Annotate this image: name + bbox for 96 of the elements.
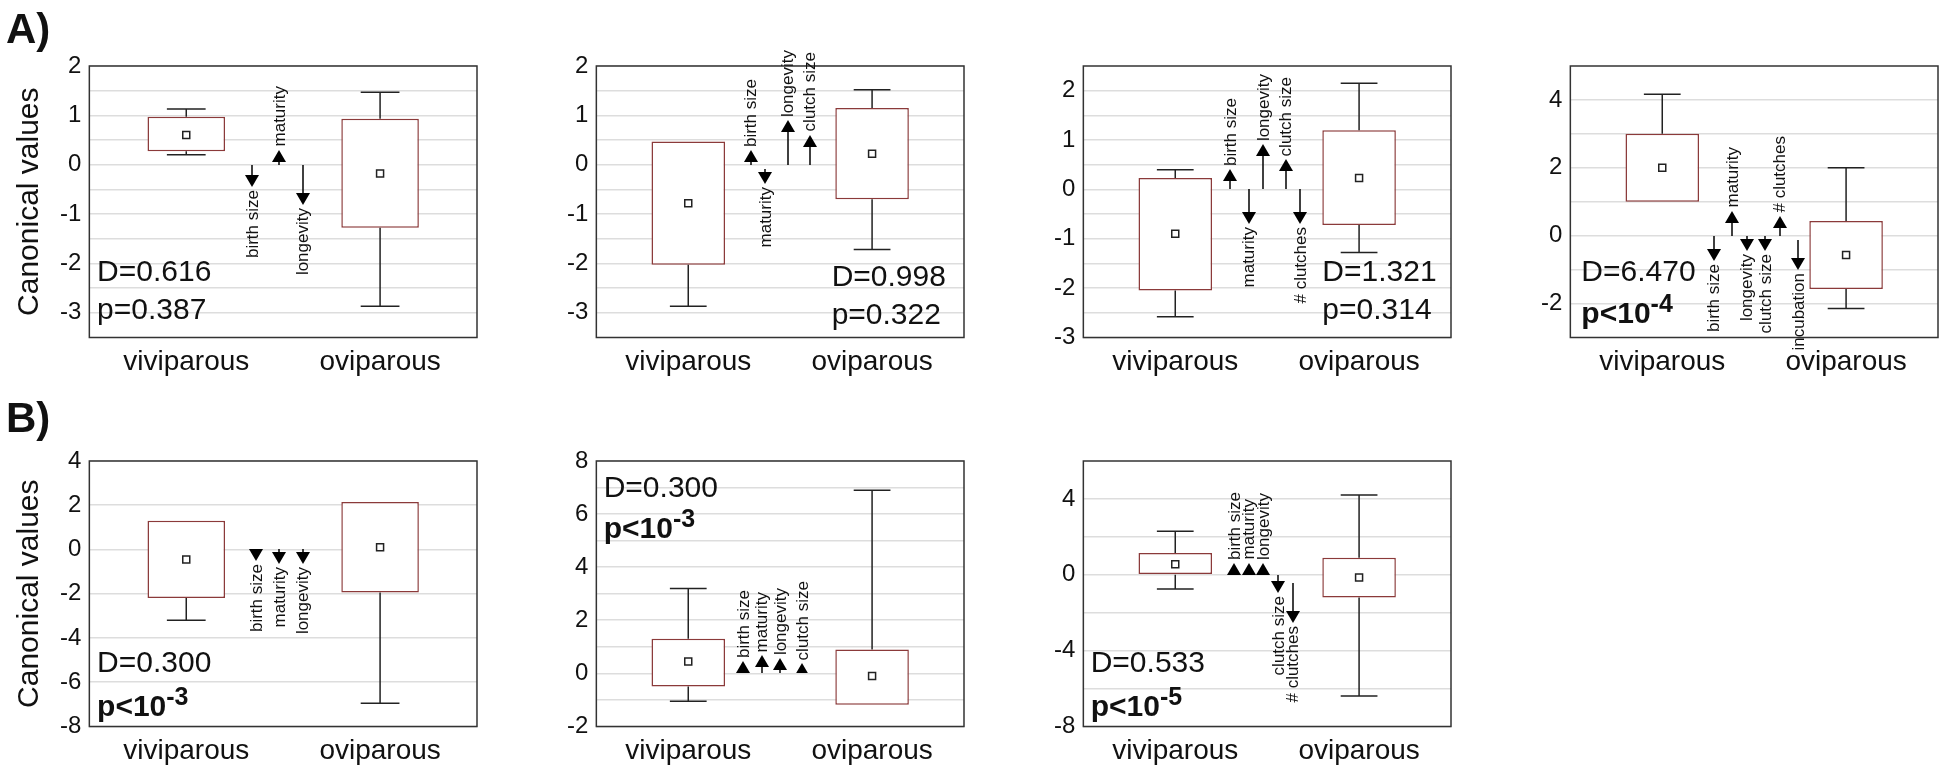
annotation: p<10$^{-5}$: [1090, 681, 1183, 722]
annotation: maturity: [755, 186, 775, 248]
y-tick-label: 0: [1548, 220, 1563, 248]
annotation: clutch size: [800, 52, 820, 132]
annotation: birth size: [242, 189, 262, 258]
text: B): [6, 394, 51, 441]
annotation: maturity: [269, 86, 289, 147]
annotation: p<10$^{-4}$: [1581, 289, 1673, 330]
y-tick-label: -4: [1054, 635, 1076, 663]
y-tick-label: 2: [67, 50, 82, 78]
x-tick-label: oviparous: [811, 733, 933, 765]
annotation: birth size: [1220, 98, 1240, 167]
annotation: maturity: [1722, 147, 1742, 208]
y-tick-label: 2: [574, 50, 589, 78]
x-tick-label: oviparous: [811, 344, 933, 376]
y-tick-label: -6: [60, 666, 82, 694]
annotation: clutch size: [1276, 76, 1296, 157]
x-tick-label: viviparous: [625, 344, 752, 376]
y-tick-label: 0: [67, 149, 82, 177]
y-tick-label: 4: [1548, 84, 1563, 112]
y-tick-label: -1: [1054, 223, 1076, 251]
annotation: p=0.322: [831, 297, 941, 331]
x-tick-label: viviparous: [1112, 733, 1239, 765]
x-tick-label: viviparous: [1112, 344, 1239, 376]
annotation: maturity: [1239, 227, 1259, 288]
annotation: D=6.470: [1581, 253, 1696, 287]
annotation: D=1.321: [1322, 253, 1437, 287]
annotation: p<10$^{-3}$: [97, 681, 189, 722]
y-tick-label: 2: [1061, 75, 1076, 103]
x-tick-label: oviparous: [1298, 733, 1420, 765]
annotation: birth size: [741, 78, 761, 147]
y-tick-label: 0: [574, 657, 589, 685]
annotation: longevity: [778, 49, 798, 117]
y-tick-label: -8: [1054, 711, 1076, 739]
y-tick-label: -3: [567, 297, 589, 325]
y-tick-label: -2: [567, 711, 589, 739]
annotation: maturity: [752, 591, 772, 653]
x-tick-label: oviparous: [319, 733, 441, 765]
y-tick-label: 1: [67, 99, 82, 127]
y-tick-label: -2: [1054, 272, 1076, 300]
y-tick-label: 2: [67, 489, 82, 517]
annotation: # clutches: [1283, 625, 1303, 703]
annotation: longevity: [293, 207, 313, 275]
x-tick-label: viviparous: [625, 733, 752, 765]
y-tick-label: -2: [60, 578, 82, 606]
x-tick-label: viviparous: [123, 733, 250, 765]
annotation: longevity: [1253, 74, 1273, 142]
y-tick-label: -8: [60, 711, 82, 739]
y-tick-label: 4: [574, 551, 589, 579]
annotation: p=0.387: [97, 291, 207, 325]
x-tick-label: oviparous: [319, 344, 441, 376]
annotation: longevity: [770, 588, 790, 656]
annotation: birth size: [246, 564, 266, 633]
annotation: longevity: [1737, 253, 1757, 321]
annotation: # clutches: [1770, 136, 1790, 213]
annotation: D=0.998: [831, 259, 946, 293]
annotation: maturity: [269, 567, 289, 628]
y-tick-label: -2: [567, 248, 589, 276]
annotation: clutch size: [792, 580, 812, 661]
y-tick-label: 6: [574, 498, 589, 526]
y-tick-label: -2: [1541, 288, 1563, 316]
annotation: D=0.616: [97, 253, 212, 287]
y-tick-label: 0: [67, 534, 82, 562]
y-tick-label: 2: [1548, 152, 1563, 180]
annotation: D=0.300: [603, 469, 718, 503]
y-tick-label: -1: [60, 198, 82, 226]
y-tick-label: 8: [574, 445, 589, 473]
y-tick-label: -4: [60, 622, 82, 650]
annotation: # clutches: [1290, 227, 1310, 304]
y-tick-label: 4: [67, 445, 82, 473]
y-tick-label: 2: [574, 604, 589, 632]
y-tick-label: 1: [574, 99, 589, 127]
y-tick-label: 4: [1061, 483, 1076, 511]
y-tick-label: 1: [1061, 124, 1076, 152]
y-tick-label: -2: [60, 248, 82, 276]
y-tick-label: 0: [574, 149, 589, 177]
text: A): [6, 5, 51, 52]
x-tick-label: viviparous: [123, 344, 250, 376]
annotation: D=0.533: [1090, 644, 1205, 678]
y-tick-label: -3: [1054, 322, 1076, 350]
annotation: clutch size: [1755, 253, 1775, 333]
y-tick-label: -1: [567, 198, 589, 226]
y-tick-label: 0: [1061, 173, 1076, 201]
annotation: p<10$^{-3}$: [603, 504, 696, 545]
annotation: p=0.314: [1322, 291, 1432, 325]
annotation: longevity: [293, 567, 313, 635]
y-tick-label: 0: [1061, 559, 1076, 587]
y-axis-title: Canonical values: [11, 87, 45, 316]
annotation: incubation: [1788, 272, 1808, 351]
y-tick-label: -3: [60, 297, 82, 325]
annotation: birth size: [1704, 263, 1724, 332]
annotation: D=0.300: [97, 644, 212, 678]
x-tick-label: viviparous: [1599, 344, 1726, 376]
annotation: birth size: [733, 590, 753, 659]
x-tick-label: oviparous: [1298, 344, 1420, 376]
y-axis-title: Canonical values: [11, 479, 45, 708]
